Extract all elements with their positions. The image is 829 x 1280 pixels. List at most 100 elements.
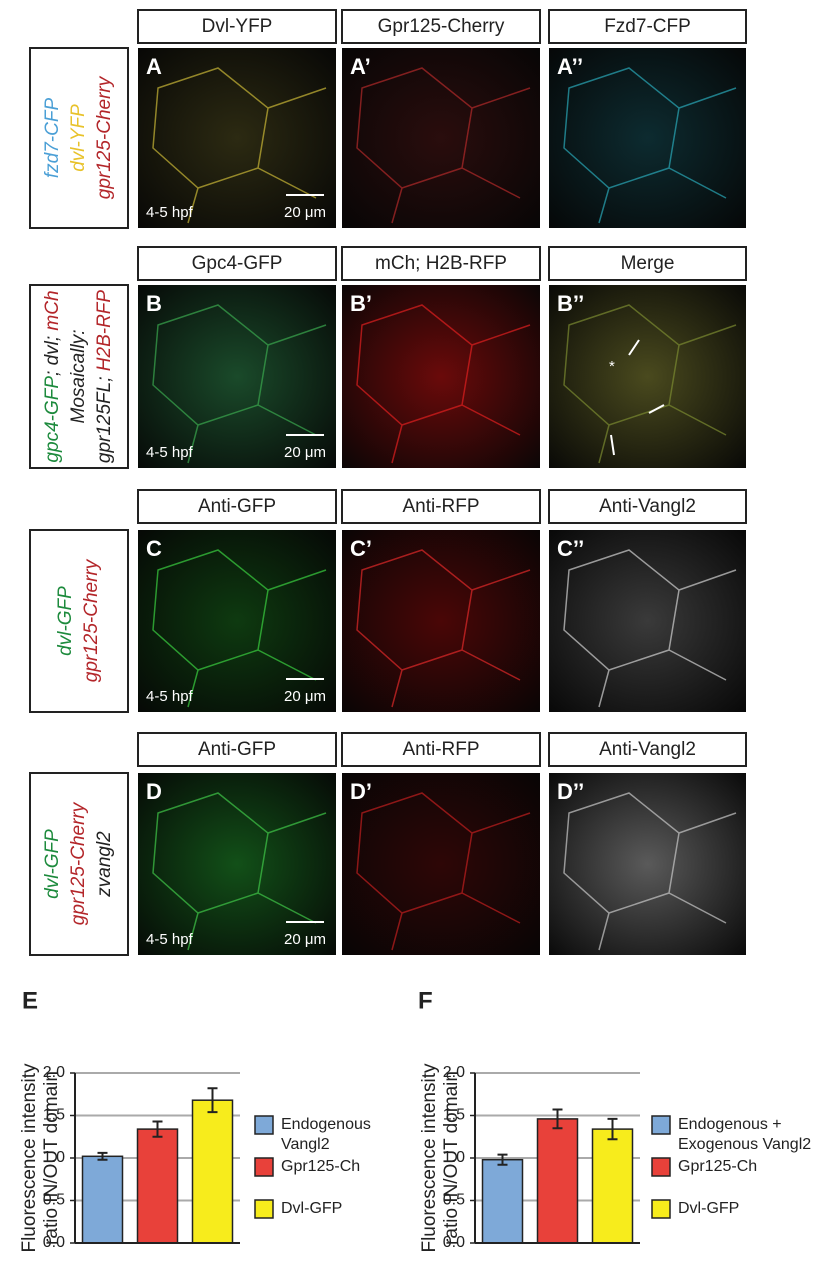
y-tick-label: 2.0 [443, 1064, 465, 1081]
side-label-part: H2B-RFP [94, 290, 115, 372]
panel-header: Anti-RFP [402, 739, 479, 760]
y-tick-label: 0.5 [43, 1192, 65, 1209]
bar [591, 1128, 634, 1244]
panel-letter: C’’ [557, 536, 584, 561]
cell-outline [152, 549, 327, 708]
cell-outline [563, 67, 737, 224]
error-bar [607, 1117, 618, 1141]
panel-header-box [137, 9, 337, 44]
side-label-part: gpr125FL [94, 382, 115, 463]
micrograph [342, 530, 540, 712]
error-bar [552, 1108, 563, 1130]
side-label-part: fzd7-CFP [42, 98, 63, 179]
panel-header-box [137, 246, 337, 281]
y-tick-label: 1.5 [43, 1107, 65, 1124]
panel-header-box [548, 9, 747, 44]
legend-line: Exogenous Vangl2 [678, 1136, 811, 1153]
side-label-part: dvl-GFP [42, 829, 63, 899]
cell-outline [356, 304, 531, 464]
panel-header: Anti-Vangl2 [599, 739, 696, 760]
panel-header: Fzd7-CFP [604, 16, 691, 37]
side-label-part: dvl-YFP [68, 104, 89, 172]
side-label: dvl-GFP [42, 829, 63, 899]
panel-letter: E [22, 987, 38, 1014]
panel-letter: C’ [350, 536, 372, 561]
panel-letter: B’’ [557, 291, 584, 316]
panel-header-box [548, 732, 747, 767]
y-axis-label: ratio IN/OUT domain [41, 1071, 62, 1245]
legend-swatch [651, 1157, 671, 1177]
y-tick-label: 2.0 [43, 1064, 65, 1081]
cell-outline [152, 67, 327, 224]
micrograph [138, 285, 336, 468]
side-label: gpr125FL; H2B-RFP [94, 290, 115, 464]
arrow [628, 339, 640, 356]
micrograph [342, 773, 540, 955]
panel-letter: F [418, 987, 433, 1014]
bar [536, 1118, 579, 1244]
panel-header: Anti-RFP [402, 496, 479, 517]
micrograph [342, 285, 540, 468]
arrow [648, 404, 665, 414]
bar [81, 1155, 124, 1244]
legend-swatch [254, 1157, 274, 1177]
error-bar [97, 1151, 108, 1161]
legend-label: Endogenous + Exogenous Vangl2 [678, 1116, 811, 1153]
panel-letter: C [146, 536, 162, 561]
legend-swatch [651, 1115, 671, 1135]
panel-letter: A’’ [557, 54, 583, 79]
stage-label: 4-5 hpf [146, 931, 194, 948]
micrograph [549, 773, 746, 955]
legend-line: Vangl2 [281, 1136, 330, 1153]
error-bar [152, 1120, 163, 1138]
y-tick-label: 1.5 [443, 1107, 465, 1124]
annotation: * [609, 358, 615, 375]
scale-label: 20 μm [284, 204, 326, 221]
side-label-part: ; [94, 371, 115, 382]
y-axis-label: Fluorescence intensity [19, 1063, 40, 1253]
micrograph [549, 48, 746, 228]
legend-label: Dvl-GFP [281, 1200, 342, 1217]
side-label-box [29, 529, 129, 713]
cell-outline [356, 792, 531, 951]
cell-outline [356, 67, 531, 224]
error-bar [207, 1087, 218, 1114]
side-label: dvl-YFP [68, 104, 89, 172]
panel-letter: A’ [350, 54, 371, 79]
panel-letter: B’ [350, 291, 372, 316]
panel-letter: D’’ [557, 779, 584, 804]
panel-header: Dvl-YFP [202, 16, 273, 37]
micrograph [342, 48, 540, 228]
micrograph [138, 48, 336, 228]
micrograph [138, 773, 336, 955]
legend-label: Dvl-GFP [678, 1200, 739, 1217]
side-label: gpr125-Cherry [81, 558, 102, 682]
panel-header: Gpc4-GFP [192, 253, 283, 274]
stage-label: 4-5 hpf [146, 688, 194, 705]
legend-swatch [254, 1199, 274, 1219]
legend-line: Endogenous [281, 1116, 371, 1133]
panel-header-box [341, 732, 541, 767]
legend-label: Gpr125-Ch [678, 1158, 757, 1175]
arrow [610, 434, 615, 456]
panel-header: mCh; H2B-RFP [375, 253, 507, 274]
y-axis-label: ratio IN/OUT domain [441, 1071, 462, 1245]
cell-outline [356, 549, 531, 708]
y-tick-label: 0.5 [443, 1192, 465, 1209]
bar [191, 1099, 234, 1244]
panel-header-box [137, 489, 337, 524]
micrograph [549, 285, 746, 468]
legend-swatch [651, 1199, 671, 1219]
panel-header-box [341, 489, 541, 524]
panel-header-box [341, 9, 541, 44]
side-label-part: mCh [42, 290, 63, 330]
side-label: dvl-GFP [55, 586, 76, 656]
side-label-box [29, 47, 129, 229]
panel-header-box [548, 246, 747, 281]
panel-header: Merge [621, 253, 675, 274]
side-label: fzd7-CFP [42, 98, 63, 179]
panel-header: Anti-Vangl2 [599, 496, 696, 517]
y-tick-label: 0.0 [443, 1234, 465, 1251]
legend-label: Gpr125-Ch [281, 1158, 360, 1175]
